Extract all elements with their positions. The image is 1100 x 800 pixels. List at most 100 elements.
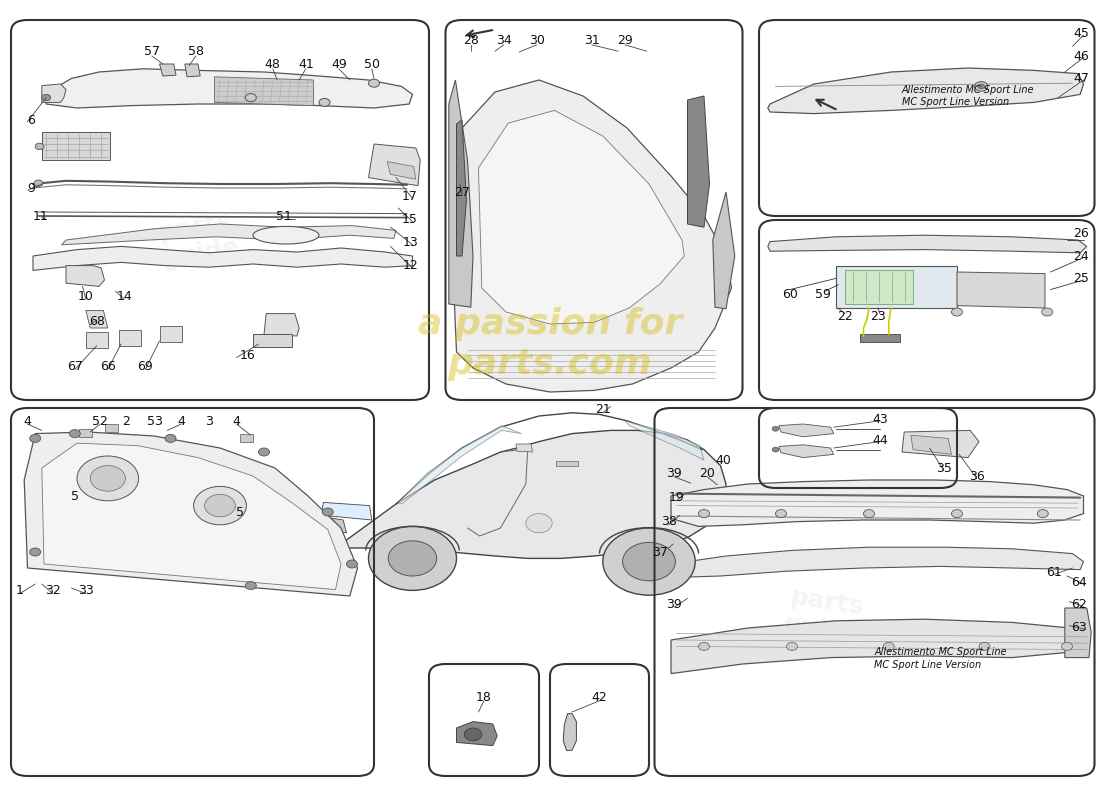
Circle shape xyxy=(346,560,358,568)
Text: 4: 4 xyxy=(177,415,186,428)
Polygon shape xyxy=(42,132,110,160)
Polygon shape xyxy=(86,332,108,348)
Text: 58: 58 xyxy=(188,45,204,58)
Text: 4: 4 xyxy=(23,415,32,428)
Polygon shape xyxy=(160,64,176,76)
Circle shape xyxy=(90,466,125,491)
Circle shape xyxy=(368,526,456,590)
Text: 49: 49 xyxy=(331,58,346,70)
Text: 34: 34 xyxy=(496,34,512,46)
Text: MC Sport Line Version: MC Sport Line Version xyxy=(874,660,981,670)
Polygon shape xyxy=(264,314,299,336)
Circle shape xyxy=(979,642,990,650)
Text: parts
guide: parts guide xyxy=(154,208,242,272)
Circle shape xyxy=(205,494,235,517)
Circle shape xyxy=(1037,510,1048,518)
Polygon shape xyxy=(671,547,1084,578)
Polygon shape xyxy=(319,430,726,558)
Text: MC Sport Line Version: MC Sport Line Version xyxy=(902,98,1009,107)
Circle shape xyxy=(464,728,482,741)
Text: 47: 47 xyxy=(1074,72,1089,85)
Text: 64: 64 xyxy=(1071,576,1087,589)
Text: 42: 42 xyxy=(592,691,607,704)
Text: 53: 53 xyxy=(147,415,163,428)
Polygon shape xyxy=(86,310,108,328)
Circle shape xyxy=(526,514,552,533)
Circle shape xyxy=(245,582,256,590)
Text: 9: 9 xyxy=(28,182,35,194)
Circle shape xyxy=(1042,308,1053,316)
Circle shape xyxy=(978,84,984,89)
Polygon shape xyxy=(1065,608,1091,658)
Text: 33: 33 xyxy=(78,584,94,597)
Polygon shape xyxy=(24,432,358,596)
Polygon shape xyxy=(449,80,473,307)
Circle shape xyxy=(165,434,176,442)
Polygon shape xyxy=(214,77,314,106)
Text: 30: 30 xyxy=(529,34,544,46)
Polygon shape xyxy=(62,224,396,245)
Circle shape xyxy=(322,508,333,516)
Polygon shape xyxy=(321,502,372,520)
Circle shape xyxy=(975,82,988,91)
Text: 27: 27 xyxy=(454,186,470,198)
Text: 11: 11 xyxy=(33,210,48,222)
Text: 25: 25 xyxy=(1074,272,1089,285)
Polygon shape xyxy=(902,430,979,458)
Circle shape xyxy=(698,642,710,650)
Text: 3: 3 xyxy=(205,415,213,428)
Polygon shape xyxy=(836,266,957,308)
Text: 20: 20 xyxy=(700,467,715,480)
Text: 29: 29 xyxy=(617,34,632,46)
Text: 63: 63 xyxy=(1071,621,1087,634)
Text: 5: 5 xyxy=(235,506,244,518)
Polygon shape xyxy=(516,444,532,452)
Text: 67: 67 xyxy=(67,360,82,373)
Polygon shape xyxy=(779,424,834,437)
Text: 10: 10 xyxy=(78,290,94,302)
Polygon shape xyxy=(671,619,1089,674)
Text: 41: 41 xyxy=(298,58,314,70)
Circle shape xyxy=(34,180,43,186)
Text: 68: 68 xyxy=(89,315,104,328)
Circle shape xyxy=(623,542,675,581)
Text: 62: 62 xyxy=(1071,598,1087,611)
Circle shape xyxy=(245,94,256,102)
Circle shape xyxy=(864,510,874,518)
Polygon shape xyxy=(119,330,141,346)
Text: 61: 61 xyxy=(1046,566,1062,578)
Text: 36: 36 xyxy=(969,470,984,482)
Polygon shape xyxy=(779,445,834,458)
Polygon shape xyxy=(185,64,200,77)
Polygon shape xyxy=(957,272,1045,308)
Ellipse shape xyxy=(253,226,319,244)
Polygon shape xyxy=(42,84,66,102)
Text: 37: 37 xyxy=(652,546,668,558)
Polygon shape xyxy=(368,144,420,186)
Polygon shape xyxy=(66,266,104,286)
Text: 17: 17 xyxy=(403,190,418,202)
Text: 57: 57 xyxy=(144,45,159,58)
Circle shape xyxy=(368,79,379,87)
Polygon shape xyxy=(319,516,346,533)
Circle shape xyxy=(258,448,270,456)
Circle shape xyxy=(772,447,779,452)
Polygon shape xyxy=(625,421,704,460)
Text: 46: 46 xyxy=(1074,50,1089,62)
Polygon shape xyxy=(860,334,900,342)
Circle shape xyxy=(69,430,80,438)
Polygon shape xyxy=(398,426,521,504)
Circle shape xyxy=(1062,642,1072,650)
Text: 18: 18 xyxy=(476,691,492,704)
Polygon shape xyxy=(451,80,732,392)
Text: 5: 5 xyxy=(70,490,79,502)
Text: 39: 39 xyxy=(667,467,682,480)
Text: 4: 4 xyxy=(232,415,241,428)
Text: 24: 24 xyxy=(1074,250,1089,262)
Circle shape xyxy=(77,456,139,501)
Circle shape xyxy=(786,642,798,650)
Text: Allestimento MC Sport Line: Allestimento MC Sport Line xyxy=(902,85,1034,94)
Text: 16: 16 xyxy=(240,349,255,362)
Text: 52: 52 xyxy=(92,415,108,428)
Circle shape xyxy=(30,434,41,442)
